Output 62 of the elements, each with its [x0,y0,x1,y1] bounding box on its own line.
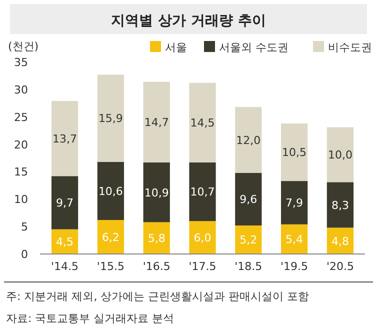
data-label: 7,9 [286,196,304,210]
x-tick-label: '15.5 [96,260,124,273]
bar [143,162,170,222]
x-tick-label: '16.5 [142,260,170,273]
y-tick-label: 30 [14,83,28,96]
x-tick-label: '14.5 [51,260,79,273]
data-label: 10,7 [190,186,215,199]
data-label: 13,7 [52,132,78,146]
y-tick-label: 10 [14,193,28,206]
data-label: 9,7 [56,196,74,210]
legend-label: 서울외 수도권 [219,41,288,54]
bar [143,82,170,162]
y-tick-label: 0 [21,248,28,261]
data-label: 5,2 [240,234,258,247]
bar [280,224,308,254]
data-label: 12,0 [236,134,261,147]
data-label: 10,9 [144,186,169,200]
data-label: 9,6 [240,193,258,206]
bar [189,221,216,254]
y-tick-label: 15 [14,166,28,179]
bar [280,181,308,224]
bar [97,74,124,162]
bar [143,222,170,254]
bar [97,162,124,220]
data-label: 14,7 [144,116,169,130]
bar [189,82,216,162]
bar [189,162,216,222]
data-label: 6,2 [102,230,120,244]
x-tick-label: '17.5 [188,260,216,273]
data-label: 5,8 [148,232,166,246]
data-label: 6,0 [194,232,212,245]
bar [235,225,262,254]
text: 주: 지분거래 제외, 상가에는 근린생활시설과 판매시설이 포함 [6,290,310,303]
x-tick-label: '18.5 [234,260,262,273]
bar [51,100,78,176]
y-tick-label: 35 [14,56,28,69]
data-label: 4,8 [331,234,349,248]
data-label: 5,4 [286,233,304,246]
y-axis-title: (천건) [8,40,39,53]
bar [326,127,354,182]
data-label: 4,5 [56,236,74,249]
data-label: 15,9 [98,112,123,126]
legend-label: 서울 [165,41,187,54]
data-label: 10,5 [282,146,307,160]
data-label: 10,0 [328,148,352,162]
y-tick-label: 5 [21,220,28,234]
chart-title: 지역별 상가 거래량 추이 [111,13,266,29]
legend-label: 비수도권 [328,41,372,54]
text: 자료: 국토교통부 실거래자료 분석 [6,312,174,325]
data-label: 8,3 [331,198,349,212]
x-tick-label: '20.5 [326,260,354,273]
bar [235,172,262,226]
y-tick-label: 20 [14,138,28,152]
bar [280,123,308,182]
data-label: 10,6 [98,184,123,198]
bar [235,106,262,173]
y-tick-label: 25 [14,110,28,124]
bar [51,176,78,230]
x-tick-label: '19.5 [280,260,308,273]
bar [326,182,354,228]
bar [97,220,124,254]
data-label: 14,5 [190,116,215,130]
